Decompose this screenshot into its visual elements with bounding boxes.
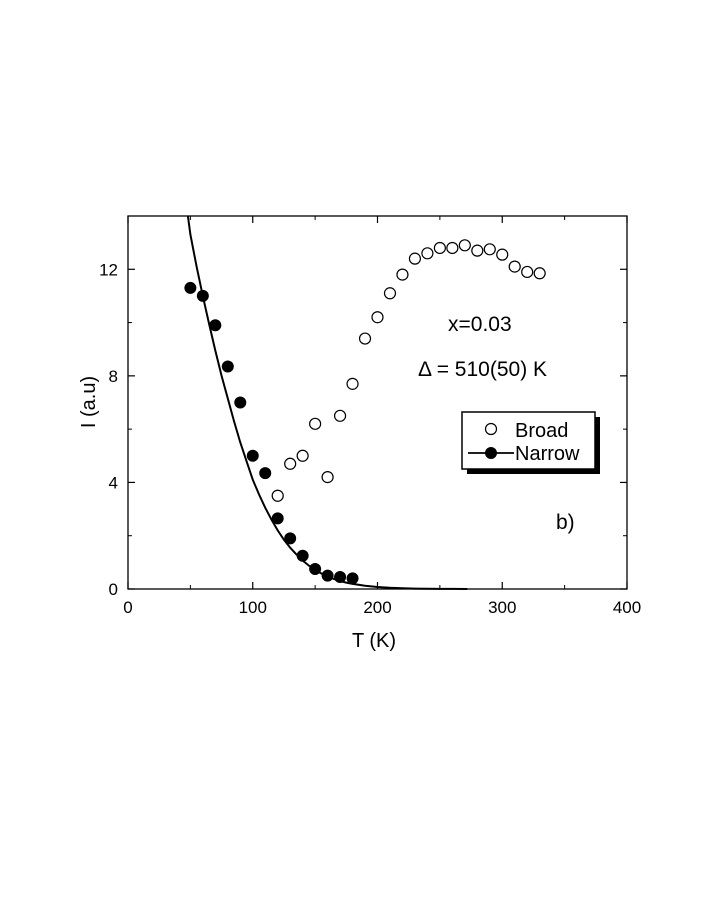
narrow-point — [334, 571, 347, 584]
narrow-point — [321, 569, 334, 582]
narrow-point — [246, 449, 259, 462]
broad-point — [508, 260, 521, 273]
narrow-point — [209, 319, 222, 332]
broad-point — [271, 489, 284, 502]
broad-point — [358, 332, 372, 345]
broad-point — [521, 265, 534, 279]
broad-point — [533, 267, 546, 280]
legend: Broad Narrow — [461, 411, 600, 474]
broad-point — [371, 311, 384, 324]
annotation-x-composition: x=0.03 — [448, 313, 512, 336]
broad-point — [346, 377, 359, 390]
x-tick-label-400: 400 — [613, 598, 641, 617]
broad-point — [309, 417, 322, 430]
annotation-panel-label: b) — [556, 511, 575, 534]
y-axis-title: I (a.u) — [78, 376, 100, 428]
fit-curve-layer — [186, 215, 468, 590]
narrow-point — [296, 549, 309, 562]
y-tick-label-12: 12 — [99, 260, 118, 279]
x-axis-title: T (K) — [352, 630, 396, 652]
narrow-point — [271, 512, 284, 525]
narrow-point — [221, 360, 234, 373]
legend-broad-marker — [484, 422, 498, 436]
narrow-point — [346, 572, 359, 585]
y-tick-label-0: 0 — [109, 580, 118, 599]
y-tick-label-8: 8 — [109, 367, 118, 386]
tick-labels: 0 100 200 300 400 0 4 8 12 — [99, 260, 641, 617]
broad-point — [496, 248, 509, 261]
data-points — [184, 239, 546, 585]
narrow-point — [196, 289, 209, 302]
plot-frame — [127, 215, 628, 590]
axis-ticks — [127, 215, 628, 590]
x-tick-label-0: 0 — [123, 598, 132, 617]
narrow-point — [234, 396, 247, 409]
broad-point — [458, 239, 471, 252]
broad-point — [296, 449, 309, 462]
broad-point — [421, 247, 434, 260]
broad-point — [396, 268, 409, 281]
broad-point — [446, 241, 459, 255]
broad-point — [433, 241, 446, 255]
x-tick-label-100: 100 — [239, 598, 267, 617]
x-tick-label-300: 300 — [488, 598, 516, 617]
legend-broad-label: Broad — [515, 420, 568, 442]
broad-point — [471, 244, 484, 257]
narrow-point — [284, 532, 297, 545]
broad-point — [333, 409, 347, 422]
legend-narrow-marker — [485, 447, 497, 459]
annotation-gap-energy: Δ = 510(50) K — [418, 358, 547, 381]
narrow-point — [309, 563, 322, 576]
broad-point — [408, 252, 422, 265]
plot-border — [127, 215, 628, 590]
broad-point — [284, 457, 297, 470]
narrow-fit-curve — [186, 215, 468, 590]
legend-box — [461, 411, 596, 470]
legend-narrow-label: Narrow — [515, 443, 580, 465]
x-tick-label-200: 200 — [363, 598, 391, 617]
broad-point — [483, 243, 496, 256]
narrow-point — [259, 467, 272, 480]
y-tick-label-4: 4 — [109, 473, 118, 492]
narrow-point — [184, 281, 197, 294]
broad-point — [383, 287, 397, 300]
broad-point — [321, 471, 334, 484]
